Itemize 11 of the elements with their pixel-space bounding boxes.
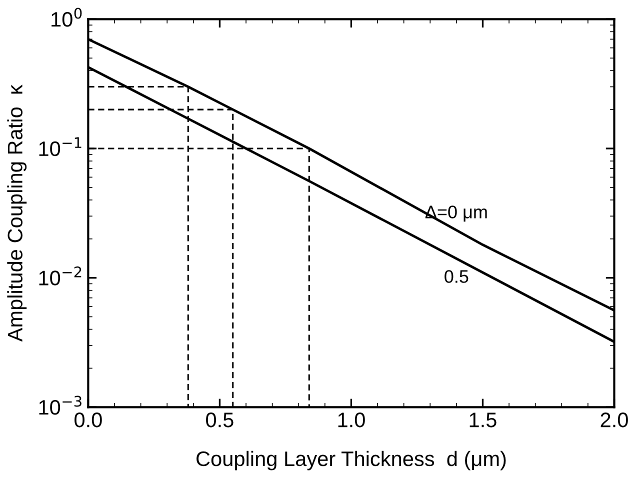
- y-tick-label: 10$^{0}$: [52, 8, 82, 27]
- y-tick-label: 10$^{−2}$: [39, 266, 82, 286]
- series-label: 0.5: [444, 270, 468, 283]
- x-tick-label: 0.5: [206, 412, 234, 428]
- x-axis-title: Coupling Layer Thickness d (μm): [196, 450, 506, 470]
- x-tick-label: 1.0: [338, 412, 365, 428]
- x-tick-label: 2.0: [600, 412, 628, 428]
- x-tick-label: 0.0: [74, 412, 102, 428]
- y-tick-label: 10$^{−1}$: [39, 137, 82, 156]
- x-tick-label: 1.5: [470, 412, 496, 428]
- y-axis-title: Amplitude Coupling Ratio κ: [7, 84, 27, 342]
